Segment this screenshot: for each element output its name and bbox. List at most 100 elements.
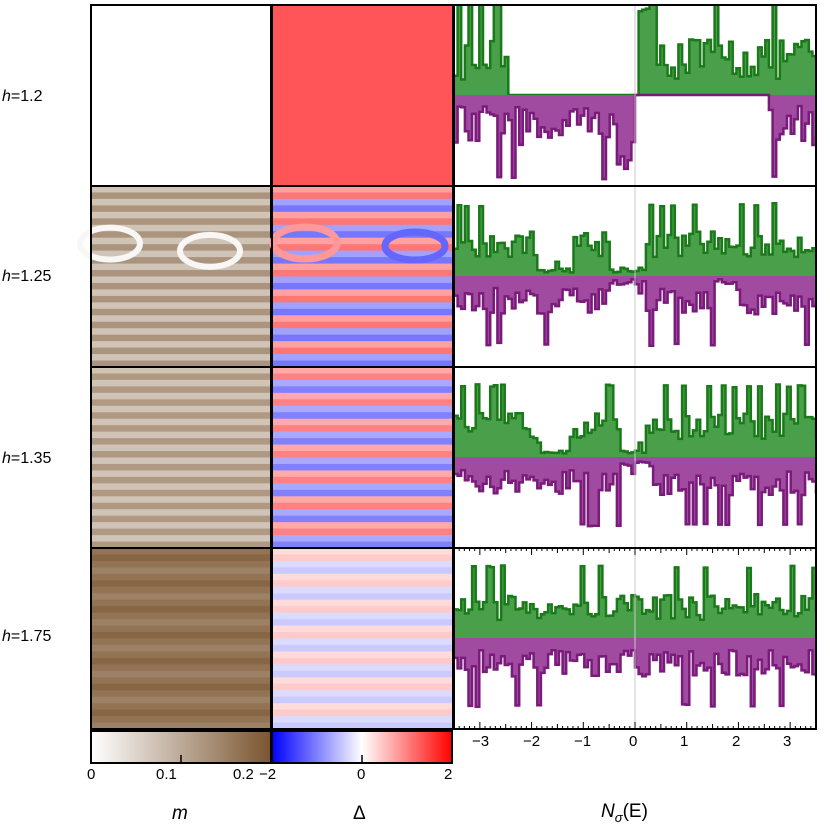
- row-label-3: h=1.35: [2, 450, 52, 467]
- delta-stripe: [272, 522, 453, 530]
- delta-stripe: [272, 573, 453, 581]
- m-stripe: [91, 263, 271, 271]
- delta-stripe: [272, 716, 453, 724]
- m-stripe: [91, 328, 271, 336]
- delta-stripe: [272, 244, 453, 252]
- spin-down-line: [454, 278, 816, 348]
- delta-tick-0: −2: [259, 766, 277, 783]
- row-label-2: h=1.25: [2, 268, 52, 285]
- m-stripe: [91, 282, 271, 290]
- delta-stripe: [272, 483, 453, 491]
- m-stripe: [91, 379, 271, 387]
- m-stripe: [91, 522, 271, 530]
- delta-stripe: [272, 651, 453, 659]
- delta-stripe: [272, 360, 453, 368]
- m-stripe: [91, 321, 271, 329]
- m-stripe: [91, 211, 271, 219]
- m-stripe: [91, 354, 271, 362]
- dos-panels: [453, 4, 817, 730]
- m-stripe: [91, 515, 271, 523]
- delta-map-4: [271, 547, 454, 730]
- m-stripe: [91, 619, 271, 627]
- x-tick-0: 0: [629, 733, 638, 750]
- spin-down-line: [454, 648, 816, 709]
- delta-stripe: [272, 211, 453, 219]
- delta-stripe: [272, 599, 453, 607]
- x-tick-3: 3: [783, 733, 792, 750]
- delta-stripe: [272, 373, 453, 381]
- delta-stripe: [272, 690, 453, 698]
- spin-down-area: [454, 638, 816, 707]
- delta-stripe: [272, 657, 453, 665]
- delta-stripe: [272, 496, 453, 504]
- m-stripe: [91, 418, 271, 426]
- delta-stripe: [272, 315, 453, 323]
- m-stripe: [91, 548, 271, 555]
- m-stripe: [91, 302, 271, 310]
- m-label: m: [172, 803, 188, 824]
- m-stripe: [91, 535, 271, 543]
- m-stripe: [91, 451, 271, 458]
- delta-stripe: [272, 354, 453, 362]
- m-stripe: [91, 683, 271, 691]
- delta-stripe: [272, 231, 453, 239]
- delta-stripe: [272, 282, 453, 290]
- delta-stripe: [272, 638, 453, 646]
- spin-up-line: [454, 202, 816, 274]
- m-stripe: [91, 347, 271, 355]
- m-stripe: [91, 670, 271, 678]
- m-stripe: [91, 644, 271, 652]
- m-stripe: [91, 438, 271, 446]
- m-stripe: [91, 716, 271, 724]
- delta-stripe: [272, 612, 453, 620]
- delta-stripe: [272, 696, 453, 704]
- m-stripe: [91, 237, 271, 245]
- delta-stripe: [272, 257, 453, 265]
- m-stripe: [91, 657, 271, 665]
- m-stripe: [91, 509, 271, 517]
- delta-stripe: [272, 644, 453, 652]
- m-stripe: [91, 399, 271, 407]
- m-stripe: [91, 625, 271, 633]
- m-defect: [177, 231, 243, 270]
- delta-stripe: [272, 509, 453, 517]
- delta-stripe: [272, 295, 453, 303]
- dos-panel-3: [453, 366, 817, 549]
- m-stripe: [91, 664, 271, 672]
- spin-up-area: [454, 5, 816, 95]
- delta-stripe: [272, 218, 453, 226]
- m-stripe: [91, 367, 271, 374]
- m-stripe: [91, 599, 271, 607]
- m-stripe: [91, 612, 271, 620]
- delta-stripe: [272, 470, 453, 478]
- dos-panel-1: [453, 4, 817, 187]
- delta-stripe: [272, 347, 453, 355]
- m-stripe: [91, 489, 271, 497]
- delta-stripe: [272, 341, 453, 349]
- delta-stripe: [272, 703, 453, 711]
- delta-stripe: [272, 476, 453, 484]
- dos-panel-4: [453, 547, 817, 730]
- delta-stripe: [272, 302, 453, 310]
- delta-stripe: [272, 548, 453, 555]
- m-stripe: [91, 431, 271, 439]
- delta-map-fill: [272, 5, 453, 186]
- delta-stripe: [272, 451, 453, 458]
- m-stripe: [91, 690, 271, 698]
- m-stripe: [91, 541, 271, 549]
- m-tick-1: 0.1: [156, 766, 177, 783]
- delta-stripe: [272, 237, 453, 245]
- delta-stripe: [272, 192, 453, 200]
- m-stripe: [91, 606, 271, 614]
- x-tick-neg3: −3: [472, 733, 490, 750]
- m-stripe: [91, 580, 271, 588]
- m-stripe: [91, 476, 271, 484]
- delta-stripe: [272, 722, 453, 730]
- delta-stripe: [272, 632, 453, 639]
- delta-tick-1: 0: [357, 766, 366, 783]
- delta-stripe: [272, 560, 453, 568]
- m-tick-0: 0: [87, 766, 96, 783]
- m-map-2: [77, 185, 272, 368]
- m-stripe: [91, 186, 271, 193]
